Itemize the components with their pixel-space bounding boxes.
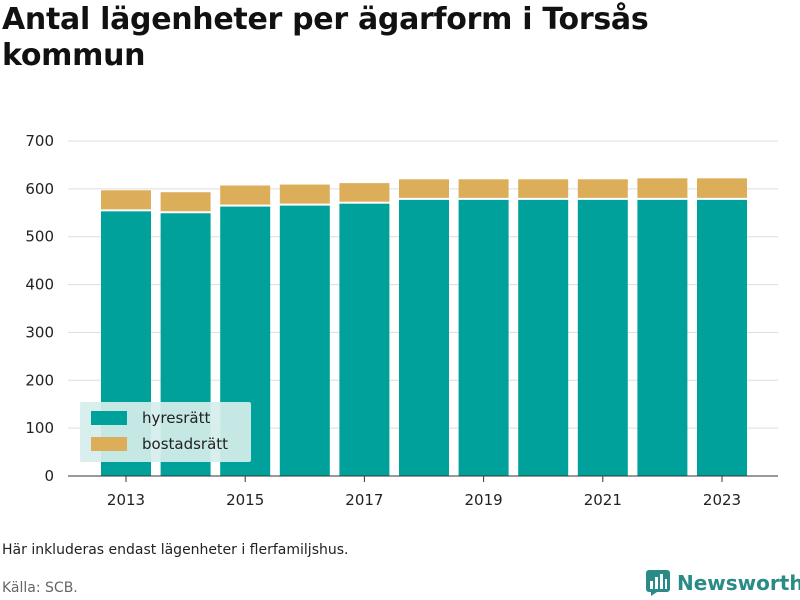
y-tick-label: 400 xyxy=(25,276,54,294)
x-axis: 2013 2015 2017 2019 2021 2023 xyxy=(68,475,778,509)
legend-label: bostadsrätt xyxy=(142,435,228,453)
bar-bostadsratt-2022 xyxy=(637,178,688,198)
legend-swatch xyxy=(91,437,127,451)
bar-hyresratt-2019 xyxy=(458,199,509,476)
y-tick-label: 600 xyxy=(25,180,54,198)
y-tick-label: 300 xyxy=(25,323,54,341)
bar-bostadsratt-2017 xyxy=(339,183,390,202)
x-tick-label: 2021 xyxy=(584,491,622,509)
x-tick-label: 2013 xyxy=(107,491,145,509)
bar-bostadsratt-2021 xyxy=(577,179,628,198)
x-tick-label: 2015 xyxy=(226,491,264,509)
y-tick-label: 200 xyxy=(25,371,54,389)
bar-bostadsratt-2014 xyxy=(160,192,211,212)
bar-hyresratt-2017 xyxy=(339,203,390,476)
bar-bostadsratt-2020 xyxy=(518,179,569,198)
y-tick-label: 100 xyxy=(25,419,54,437)
x-tick-label: 2019 xyxy=(465,491,503,509)
chart-title: Antal lägenheter per ägarform i Torsås k… xyxy=(2,2,649,73)
bar-bostadsratt-2016 xyxy=(279,184,330,204)
bar-hyresratt-2021 xyxy=(577,199,628,476)
x-tick-label: 2017 xyxy=(345,491,383,509)
bar-bostadsratt-2013 xyxy=(101,190,151,210)
bar-bostadsratt-2015 xyxy=(220,185,271,205)
bar-hyresratt-2020 xyxy=(518,199,569,476)
y-tick-label: 500 xyxy=(25,228,54,246)
legend: hyresrätt bostadsrätt xyxy=(80,402,251,462)
newsworthy-logo: Newsworthy xyxy=(645,568,800,598)
bar-bostadsratt-2018 xyxy=(399,179,449,198)
bar-hyresratt-2016 xyxy=(279,205,330,476)
legend-label: hyresrätt xyxy=(142,409,211,427)
y-tick-label: 0 xyxy=(44,467,54,485)
chart-source: Källa: SCB. xyxy=(2,580,78,596)
legend-swatch xyxy=(91,411,127,425)
x-tick-label: 2023 xyxy=(703,491,741,509)
bar-hyresratt-2023 xyxy=(697,199,747,476)
brand-name: Newsworthy xyxy=(677,571,800,595)
bar-bostadsratt-2023 xyxy=(697,178,747,198)
y-axis-ticks: 0 100 200 300 400 500 600 700 xyxy=(25,132,54,485)
y-tick-label: 700 xyxy=(25,132,54,150)
bar-bostadsratt-2019 xyxy=(458,179,509,198)
chart-note: Här inkluderas endast lägenheter i flerf… xyxy=(2,542,349,558)
bar-chart-icon xyxy=(646,570,670,596)
bar-hyresratt-2022 xyxy=(637,199,688,476)
bar-hyresratt-2018 xyxy=(399,199,449,476)
